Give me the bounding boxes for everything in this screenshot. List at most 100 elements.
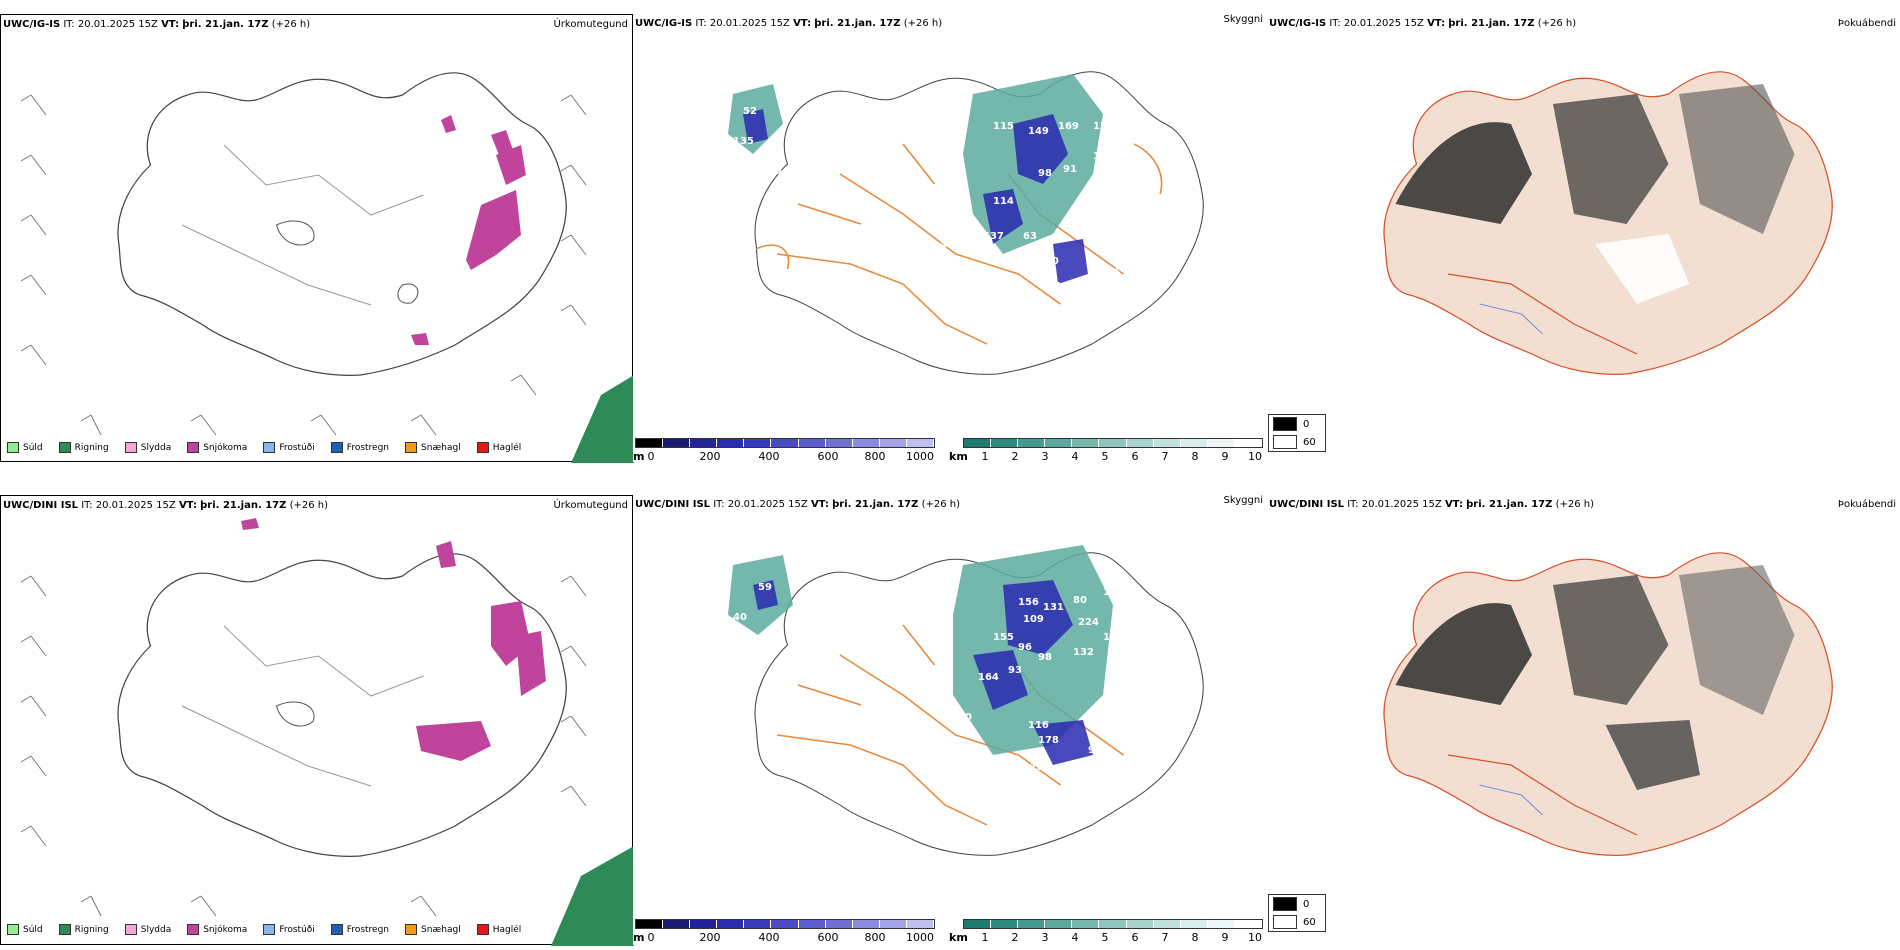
cloud-label: 114 <box>993 196 1014 207</box>
row1-vis-header: UWC/IG-IS IT: 20.01.2025 15Z VT: þri. 21… <box>635 18 943 29</box>
cloud-label: 96 <box>1018 642 1032 653</box>
vis-map-row1: 52 135 96 115 98 91 149 169 157 145 150 … <box>728 71 1204 375</box>
row1-fog-title: Þokuábendi <box>1837 18 1896 29</box>
cloud-label: 161 <box>1093 201 1114 212</box>
fog-map-row1 <box>1383 71 1833 375</box>
visibility-colorbar-row1: km 1 2 3 4 5 6 7 8 9 10 <box>949 438 1263 463</box>
cloud-label: 169 <box>1058 121 1079 132</box>
cloud-label: 92 <box>1088 745 1102 756</box>
cloud-label: 121 <box>1133 186 1154 197</box>
legend-sudd: Súld <box>7 442 43 453</box>
precip-map-row2 <box>20 518 634 946</box>
cloud-label: 131 <box>1043 602 1064 613</box>
cloud-label: 135 <box>733 136 754 147</box>
legend-rigning: Rigning <box>58 442 109 453</box>
wind-barbs <box>20 94 587 436</box>
legend-sudd: Súld <box>7 924 43 935</box>
visibility-bar <box>963 438 1263 448</box>
legend-rigning: Rigning <box>58 924 109 935</box>
row1-precip-title: Úrkomutegund <box>553 19 628 30</box>
fog-legend-row2: 0 60 <box>1268 894 1326 932</box>
cloud-label: 21 <box>1048 281 1062 292</box>
vis-panel-row2: 40 59 98 249 156 131 109 96 98 93 164 15… <box>633 495 1267 945</box>
cloud-label: 80 <box>1073 595 1087 606</box>
fog-map-row2 <box>1383 552 1833 856</box>
legend-slydda: Slydda <box>124 924 171 935</box>
legend-frostudi: Frostúði <box>263 442 315 453</box>
visibility-bar <box>963 919 1263 929</box>
cloud-areas <box>743 109 1088 284</box>
row1-fog-header: UWC/IG-IS IT: 20.01.2025 15Z VT: þri. 21… <box>1269 18 1577 29</box>
precip-panel-row2: UWC/DINI ISL IT: 20.01.2025 15Z VT: þri.… <box>0 495 634 946</box>
legend-snjokoma: Snjókoma <box>187 442 247 453</box>
cloud-label: 130 <box>1123 166 1144 177</box>
legend-haglel: Haglél <box>476 924 521 935</box>
cloud-label: 13 <box>933 241 947 252</box>
precip-map-row1 <box>20 72 634 463</box>
row2-fog-title: Þokuábendi <box>1837 499 1896 510</box>
cloud-label: 163 <box>1113 226 1134 237</box>
cloud-label: 73 <box>1063 216 1077 227</box>
cloud-label: 149 <box>1028 126 1049 137</box>
cloud-base-colorbar-row2: m 0 200 400 600 800 1000 <box>633 919 935 944</box>
precip-legend-row2: Súld Rigning Slydda Snjókoma Frostúði Fr… <box>7 924 531 935</box>
cloud-label: 135 <box>1103 632 1124 643</box>
cloud-label: 98 <box>1038 652 1052 663</box>
cloud-label: 145 <box>1123 116 1144 127</box>
row2-precip-title: Úrkomutegund <box>553 500 628 511</box>
cloud-label: 59 <box>758 582 772 593</box>
cloud-base-unit: m <box>633 450 645 463</box>
cloud-label: 155 <box>993 632 1014 643</box>
vis-panel-row1: 52 135 96 115 98 91 149 169 157 145 150 … <box>633 14 1267 463</box>
precip-panel-row1: UWC/IG-IS IT: 20.01.2025 15Z VT: þri. 21… <box>0 14 634 463</box>
visibility-unit: km <box>949 931 968 944</box>
row2-fog-header: UWC/DINI ISL IT: 20.01.2025 15Z VT: þri.… <box>1269 499 1595 510</box>
cloud-label: 145 <box>1118 649 1139 660</box>
cloud-label: 112 <box>1023 762 1044 773</box>
cloud-label: 91 <box>1063 164 1077 175</box>
cloud-base-labels: 40 59 98 249 156 131 109 96 98 93 164 15… <box>718 582 1139 876</box>
cloud-label: 52 <box>743 106 757 117</box>
cloud-label: 224 <box>1078 617 1099 628</box>
cloud-label: 98 <box>758 647 772 658</box>
cloud-label: 115 <box>993 121 1014 132</box>
legend-frostregn: Frostregn <box>330 924 389 935</box>
cloud-label: 115 <box>1088 276 1109 287</box>
row2-vis-header: UWC/DINI ISL IT: 20.01.2025 15Z VT: þri.… <box>635 499 961 510</box>
fog-panel-row1: UWC/IG-IS IT: 20.01.2025 15Z VT: þri. 21… <box>1267 14 1900 462</box>
cloud-label: 103 <box>923 865 944 876</box>
cloud-label: 132 <box>1073 647 1094 658</box>
cloud-label: 98 <box>1038 168 1052 179</box>
legend-slydda: Slydda <box>124 442 171 453</box>
vis-map-row2: 40 59 98 249 156 131 109 96 98 93 164 15… <box>718 545 1204 876</box>
snow-areas <box>241 518 546 761</box>
cloud-label: 116 <box>1028 720 1049 731</box>
cloud-base-unit: m <box>633 931 645 944</box>
cloud-label: 637 <box>983 231 1004 242</box>
cloud-label: 156 <box>1018 597 1039 608</box>
snow-areas <box>411 115 526 345</box>
cloud-label: 178 <box>1038 735 1059 746</box>
cloud-label: 150 <box>1093 151 1114 162</box>
cloud-areas <box>753 580 1093 765</box>
legend-snaehagl: Snæhagl <box>405 924 461 935</box>
row2-vis-title: Skyggni <box>1223 495 1263 506</box>
cloud-label: 249 <box>718 682 739 693</box>
cloud-label: 164 <box>978 672 999 683</box>
visibility-colorbar-row2: km 1 2 3 4 5 6 7 8 9 10 <box>949 919 1263 944</box>
cloud-label: 210 <box>998 762 1019 773</box>
cloud-base-labels: 52 135 96 115 98 91 149 169 157 145 150 … <box>733 106 1164 292</box>
cloud-label: 96 <box>768 166 782 177</box>
legend-snjokoma: Snjókoma <box>187 924 247 935</box>
visibility-unit: km <box>949 450 968 463</box>
wind-barbs <box>20 575 587 917</box>
legend-frostudi: Frostúði <box>263 924 315 935</box>
precip-legend-row1: Súld Rigning Slydda Snjókoma Frostúði Fr… <box>7 442 531 453</box>
row1-vis-title: Skyggni <box>1223 14 1263 25</box>
cloud-label: 120 <box>1038 256 1059 267</box>
cloud-base-bar <box>635 919 935 929</box>
legend-frostregn: Frostregn <box>330 442 389 453</box>
cloud-label: 101 <box>1143 136 1164 147</box>
row1-precip-header: UWC/IG-IS IT: 20.01.2025 15Z VT: þri. 21… <box>3 19 311 30</box>
cloud-label: 119 <box>1113 264 1134 275</box>
